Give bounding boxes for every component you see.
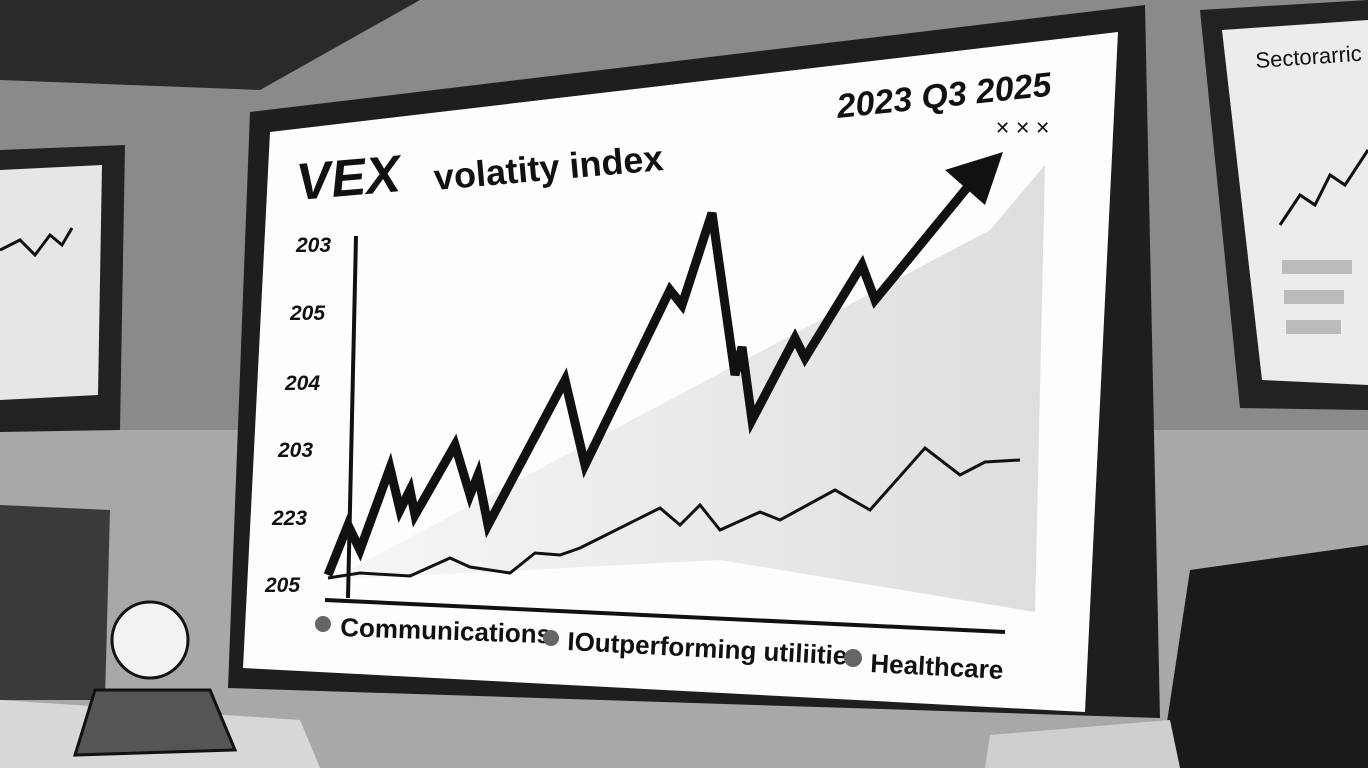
- y-axis-label: 223: [271, 507, 307, 530]
- foreground-device: [985, 720, 1180, 768]
- y-axis-label: 205: [289, 302, 325, 325]
- x-axis: [324, 598, 1006, 634]
- y-axis-label: 205: [264, 574, 300, 597]
- foreground-monitor: [1160, 545, 1368, 768]
- arrow-head: [945, 152, 1003, 205]
- chart-title: VEX: [294, 145, 406, 212]
- main-line: [323, 175, 979, 577]
- person-body: [72, 688, 238, 757]
- left-monitor-line: [0, 227, 74, 258]
- desk-monitor: [0, 505, 110, 700]
- left-monitor-screen: [0, 165, 102, 400]
- area-shade: [330, 165, 1045, 612]
- legend-marker: [543, 630, 559, 646]
- person-head: [110, 600, 190, 680]
- legend-label: Healthcare: [870, 648, 1004, 685]
- decoration: ✕ ✕ ✕: [995, 118, 1050, 138]
- y-axis-label: 204: [284, 372, 320, 395]
- right-monitor-bar: [1284, 290, 1344, 304]
- right-monitor-line: [1278, 149, 1368, 226]
- legend-marker: [315, 616, 331, 632]
- ceiling: [0, 0, 420, 90]
- secondary-line: [327, 445, 1021, 580]
- legend-label: Communications: [340, 612, 552, 649]
- legend-marker: [844, 649, 862, 667]
- y-axis-label: 203: [295, 234, 331, 257]
- right-monitor-bar: [1282, 260, 1352, 274]
- right-monitor-bar: [1286, 320, 1341, 334]
- y-axis-label: 203: [277, 439, 313, 462]
